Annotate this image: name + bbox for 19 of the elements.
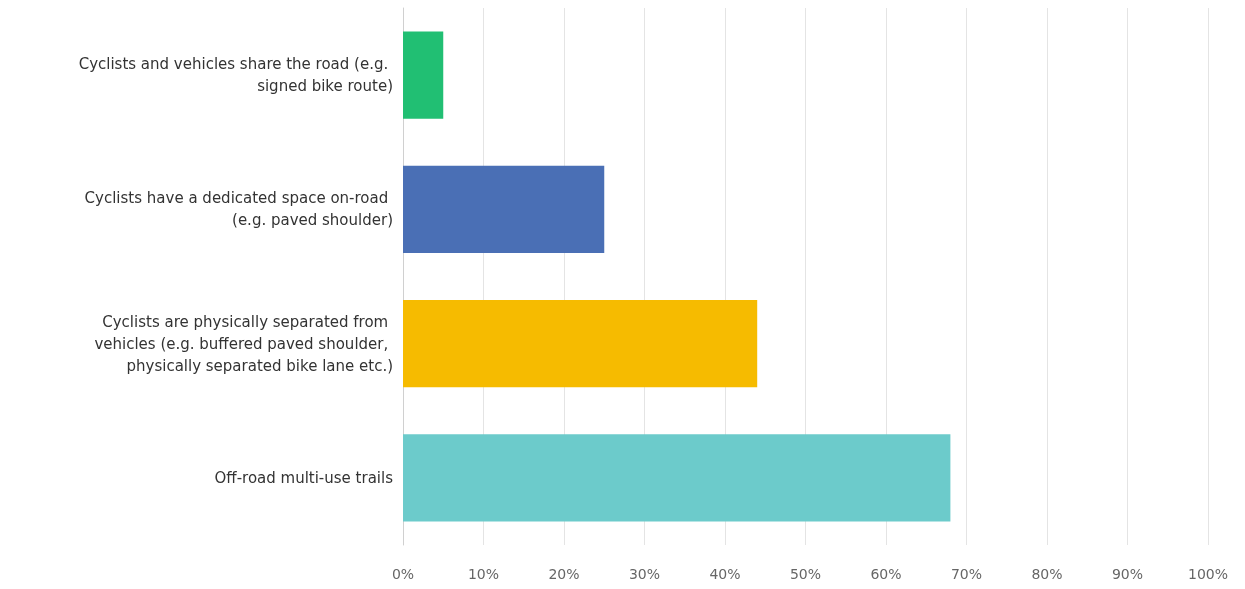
- bar: [403, 299, 758, 388]
- y-tick-label: Off-road multi-use trails: [214, 468, 394, 487]
- y-tick-label: Cyclists are physically separated from vehicles (e.g. buffered paved shoulder, physically separated bike lane etc.): [94, 312, 393, 375]
- x-tick-label: 70%: [950, 566, 983, 582]
- x-tick-label: 30%: [628, 566, 661, 582]
- x-tick-label: 40%: [709, 566, 741, 582]
- bar: [403, 165, 605, 254]
- x-tick-label: 90%: [1111, 566, 1144, 582]
- y-tick-label: Cyclists have a dedicated space on-road (e.g. paved shoulder): [84, 189, 393, 230]
- x-tick-label: 80%: [1031, 566, 1063, 582]
- x-tick-label: 50%: [789, 566, 822, 582]
- x-tick-label: 0%: [391, 566, 415, 582]
- y-tick-label: Cyclists and vehicles share the road (e.g. signed bike route): [78, 55, 393, 96]
- x-tick-label: 100%: [1187, 566, 1229, 582]
- bar: [403, 31, 444, 119]
- x-tick-label: 20%: [548, 566, 580, 582]
- x-tick-label: 10%: [467, 566, 500, 582]
- bar: [403, 434, 951, 522]
- x-tick-label: 60%: [870, 566, 902, 582]
